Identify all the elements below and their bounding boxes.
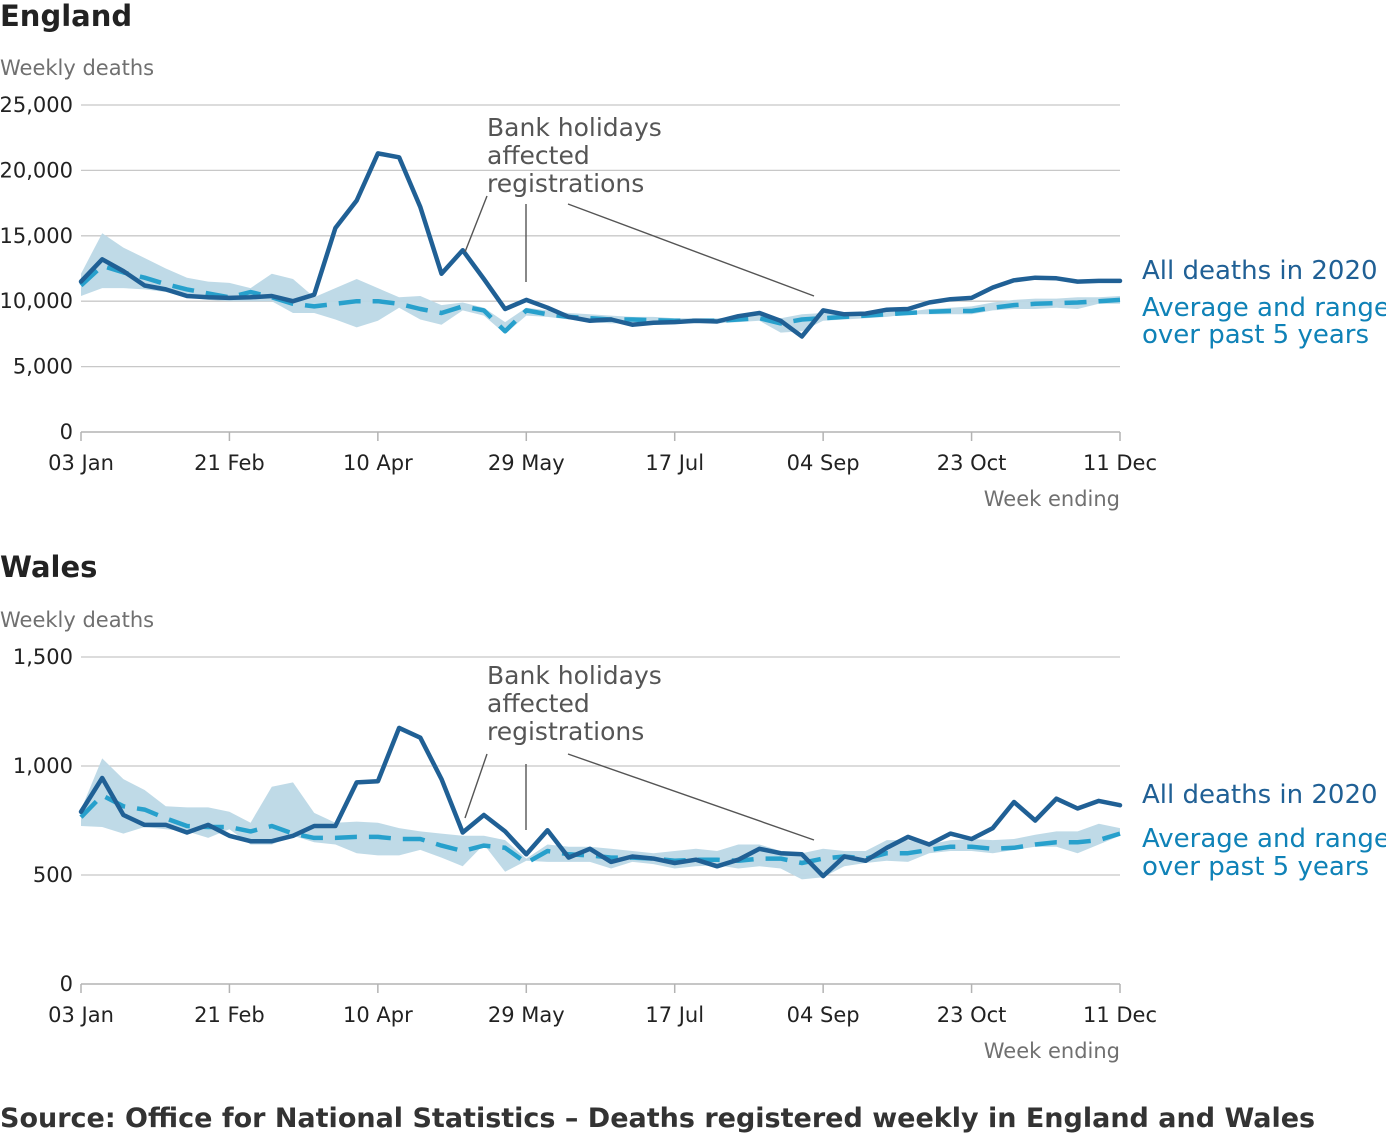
england-y-tick-label: 0 (60, 420, 73, 444)
england-x-tick-label: 21 Feb (194, 451, 265, 475)
england-annotation-line: registrations (487, 169, 644, 198)
wales-all-deaths-2020-line (78, 725, 1123, 879)
england-y-tick-label: 25,000 (0, 93, 73, 117)
england-annotation-line: Bank holidays (487, 113, 662, 142)
wales-legend-all-deaths: All deaths in 2020 (1142, 780, 1378, 810)
wales-x-ticks: 03 Jan 21 Feb 10 Apr 29 May 17 Jul 04 Sep 23 O… (48, 984, 1157, 1027)
england-annotation-leader (567, 203, 815, 297)
wales-annotation-line: registrations (487, 717, 644, 746)
wales-x-tick-label: 10 Apr (343, 1003, 413, 1027)
england-x-tick-label: 29 May (488, 451, 565, 475)
england-x-tick-label: 04 Sep (787, 451, 860, 475)
wales-y-tick-label: 500 (33, 863, 73, 887)
wales-x-axis-label: Week ending (984, 1039, 1120, 1063)
england-x-tick-label: 10 Apr (343, 451, 413, 475)
england-x-tick-label: 03 Jan (48, 451, 114, 475)
wales-x-tick-label: 03 Jan (48, 1003, 114, 1027)
england-annotation-line: affected (487, 141, 590, 170)
wales-y-tick-label: 1,000 (13, 754, 73, 778)
england-legend-all-deaths: All deaths in 2020 (1142, 256, 1378, 286)
wales-x-tick-label: 11 Dec (1083, 1003, 1157, 1027)
wales-annotation-leader (567, 753, 815, 841)
england-y-ticks: 0 5,000 10,000 15,000 20,000 25,000 (0, 93, 73, 444)
wales-y-axis-label: Weekly deaths (0, 608, 154, 632)
england-x-tick-label: 17 Jul (645, 451, 704, 475)
england-legend-average-line2: over past 5 years (1142, 320, 1369, 350)
wales-annotation-line: Bank holidays (487, 661, 662, 690)
england-legend-average-line1: Average and range (1142, 293, 1386, 323)
source-note: Source: Office for National Statistics –… (0, 1103, 1315, 1134)
england-panel: England Weekly deaths 0 5,000 10,000 15,000… (0, 0, 1386, 511)
wales-annotation-line: affected (487, 689, 590, 718)
england-title: England (0, 0, 132, 33)
england-plot-area (78, 151, 1123, 339)
wales-x-tick-label: 04 Sep (787, 1003, 860, 1027)
england-gridlines (81, 104, 1120, 368)
england-x-axis-label: Week ending (984, 487, 1120, 511)
wales-x-tick-label: 21 Feb (194, 1003, 265, 1027)
england-x-tick-label: 11 Dec (1083, 451, 1157, 475)
england-y-axis-label: Weekly deaths (0, 56, 154, 80)
england-all-deaths-2020-line (78, 151, 1123, 339)
england-five-year-range-band (81, 233, 1120, 334)
england-y-tick-label: 20,000 (0, 158, 73, 182)
england-x-ticks: 03 Jan 21 Feb 10 Apr 29 May 17 Jul 04 Sep 23 O… (48, 432, 1157, 475)
england-y-tick-label: 10,000 (0, 289, 73, 313)
wales-five-year-range-band (81, 758, 1120, 880)
wales-plot-area (78, 725, 1123, 880)
wales-y-tick-label: 0 (60, 972, 73, 996)
england-x-tick-label: 23 Oct (937, 451, 1007, 475)
wales-y-tick-label: 1,500 (13, 645, 73, 669)
wales-x-tick-label: 29 May (488, 1003, 565, 1027)
england-annotation-leader (464, 195, 488, 253)
wales-x-tick-label: 17 Jul (645, 1003, 704, 1027)
england-y-tick-label: 15,000 (0, 224, 73, 248)
wales-panel: Wales Weekly deaths 0 500 1,000 1,500 03 Ja… (0, 550, 1386, 1063)
wales-title: Wales (0, 550, 97, 584)
england-y-tick-label: 5,000 (13, 355, 73, 379)
wales-legend-average-line1: Average and range (1142, 824, 1386, 854)
wales-legend-average-line2: over past 5 years (1142, 852, 1369, 882)
wales-y-ticks: 0 500 1,000 1,500 (13, 645, 73, 996)
wales-x-tick-label: 23 Oct (937, 1003, 1007, 1027)
wales-annotation-leader (464, 753, 488, 819)
